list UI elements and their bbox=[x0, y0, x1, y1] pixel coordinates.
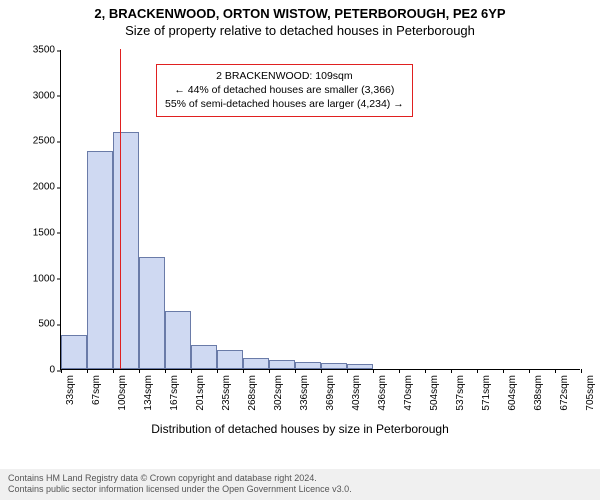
chart-container: Number of detached properties 0500100015… bbox=[0, 42, 600, 442]
histogram-bar bbox=[295, 362, 321, 369]
footer: Contains HM Land Registry data © Crown c… bbox=[0, 469, 600, 500]
x-tick-label: 537sqm bbox=[455, 373, 466, 411]
x-tick-mark bbox=[61, 369, 62, 373]
x-tick-label: 436sqm bbox=[377, 373, 388, 411]
x-tick-mark bbox=[425, 369, 426, 373]
y-tick-label: 500 bbox=[38, 319, 61, 330]
x-tick-label: 302sqm bbox=[273, 373, 284, 411]
x-tick-label: 268sqm bbox=[247, 373, 258, 411]
x-tick-label: 33sqm bbox=[65, 373, 76, 405]
x-tick-mark bbox=[555, 369, 556, 373]
annotation-line: ← 44% of detached houses are smaller (3,… bbox=[165, 83, 404, 97]
y-tick-label: 2000 bbox=[33, 182, 61, 193]
x-tick-label: 67sqm bbox=[91, 373, 102, 405]
x-tick-mark bbox=[451, 369, 452, 373]
footer-line: Contains HM Land Registry data © Crown c… bbox=[8, 473, 592, 485]
y-tick-label: 1000 bbox=[33, 273, 61, 284]
histogram-bar bbox=[191, 345, 217, 369]
histogram-bar bbox=[61, 335, 87, 369]
x-tick-label: 100sqm bbox=[117, 373, 128, 411]
y-tick-label: 3500 bbox=[33, 45, 61, 56]
x-tick-label: 369sqm bbox=[325, 373, 336, 411]
y-tick-label: 2500 bbox=[33, 136, 61, 147]
page-subtitle: Size of property relative to detached ho… bbox=[0, 21, 600, 38]
y-tick-label: 0 bbox=[49, 365, 61, 376]
x-tick-mark bbox=[113, 369, 114, 373]
plot-area: 050010001500200025003000350033sqm67sqm10… bbox=[60, 50, 580, 370]
page-title: 2, BRACKENWOOD, ORTON WISTOW, PETERBOROU… bbox=[0, 0, 600, 21]
x-tick-mark bbox=[321, 369, 322, 373]
annotation-line: 55% of semi-detached houses are larger (… bbox=[165, 97, 404, 111]
x-tick-label: 403sqm bbox=[351, 373, 362, 411]
x-tick-mark bbox=[191, 369, 192, 373]
x-tick-mark bbox=[87, 369, 88, 373]
footer-line: Contains public sector information licen… bbox=[8, 484, 592, 496]
x-tick-mark bbox=[139, 369, 140, 373]
x-tick-label: 201sqm bbox=[195, 373, 206, 411]
histogram-bar bbox=[113, 132, 139, 369]
y-tick-label: 3000 bbox=[33, 90, 61, 101]
x-tick-mark bbox=[581, 369, 582, 373]
x-tick-label: 705sqm bbox=[585, 373, 596, 411]
x-tick-mark bbox=[373, 369, 374, 373]
x-tick-label: 604sqm bbox=[507, 373, 518, 411]
x-tick-mark bbox=[529, 369, 530, 373]
annotation-box: 2 BRACKENWOOD: 109sqm ← 44% of detached … bbox=[156, 64, 413, 117]
histogram-bar bbox=[321, 363, 347, 369]
histogram-bar bbox=[347, 364, 373, 369]
x-tick-mark bbox=[243, 369, 244, 373]
histogram-bar bbox=[165, 311, 191, 369]
histogram-bar bbox=[243, 358, 269, 369]
x-tick-mark bbox=[399, 369, 400, 373]
x-tick-mark bbox=[295, 369, 296, 373]
x-tick-label: 336sqm bbox=[299, 373, 310, 411]
x-tick-label: 638sqm bbox=[533, 373, 544, 411]
histogram-bar bbox=[217, 350, 243, 369]
x-tick-mark bbox=[269, 369, 270, 373]
histogram-bar bbox=[139, 257, 165, 369]
x-tick-mark bbox=[217, 369, 218, 373]
x-tick-label: 571sqm bbox=[481, 373, 492, 411]
annotation-line: 2 BRACKENWOOD: 109sqm bbox=[165, 69, 404, 83]
x-tick-mark bbox=[165, 369, 166, 373]
x-tick-mark bbox=[503, 369, 504, 373]
x-tick-label: 235sqm bbox=[221, 373, 232, 411]
y-tick-label: 1500 bbox=[33, 227, 61, 238]
x-tick-label: 504sqm bbox=[429, 373, 440, 411]
x-tick-label: 167sqm bbox=[169, 373, 180, 411]
marker-line bbox=[120, 49, 121, 369]
x-tick-mark bbox=[347, 369, 348, 373]
x-tick-label: 672sqm bbox=[559, 373, 570, 411]
x-tick-mark bbox=[477, 369, 478, 373]
x-tick-label: 470sqm bbox=[403, 373, 414, 411]
histogram-bar bbox=[269, 360, 295, 369]
histogram-bar bbox=[87, 151, 113, 369]
x-axis-label: Distribution of detached houses by size … bbox=[0, 422, 600, 436]
x-tick-label: 134sqm bbox=[143, 373, 154, 411]
